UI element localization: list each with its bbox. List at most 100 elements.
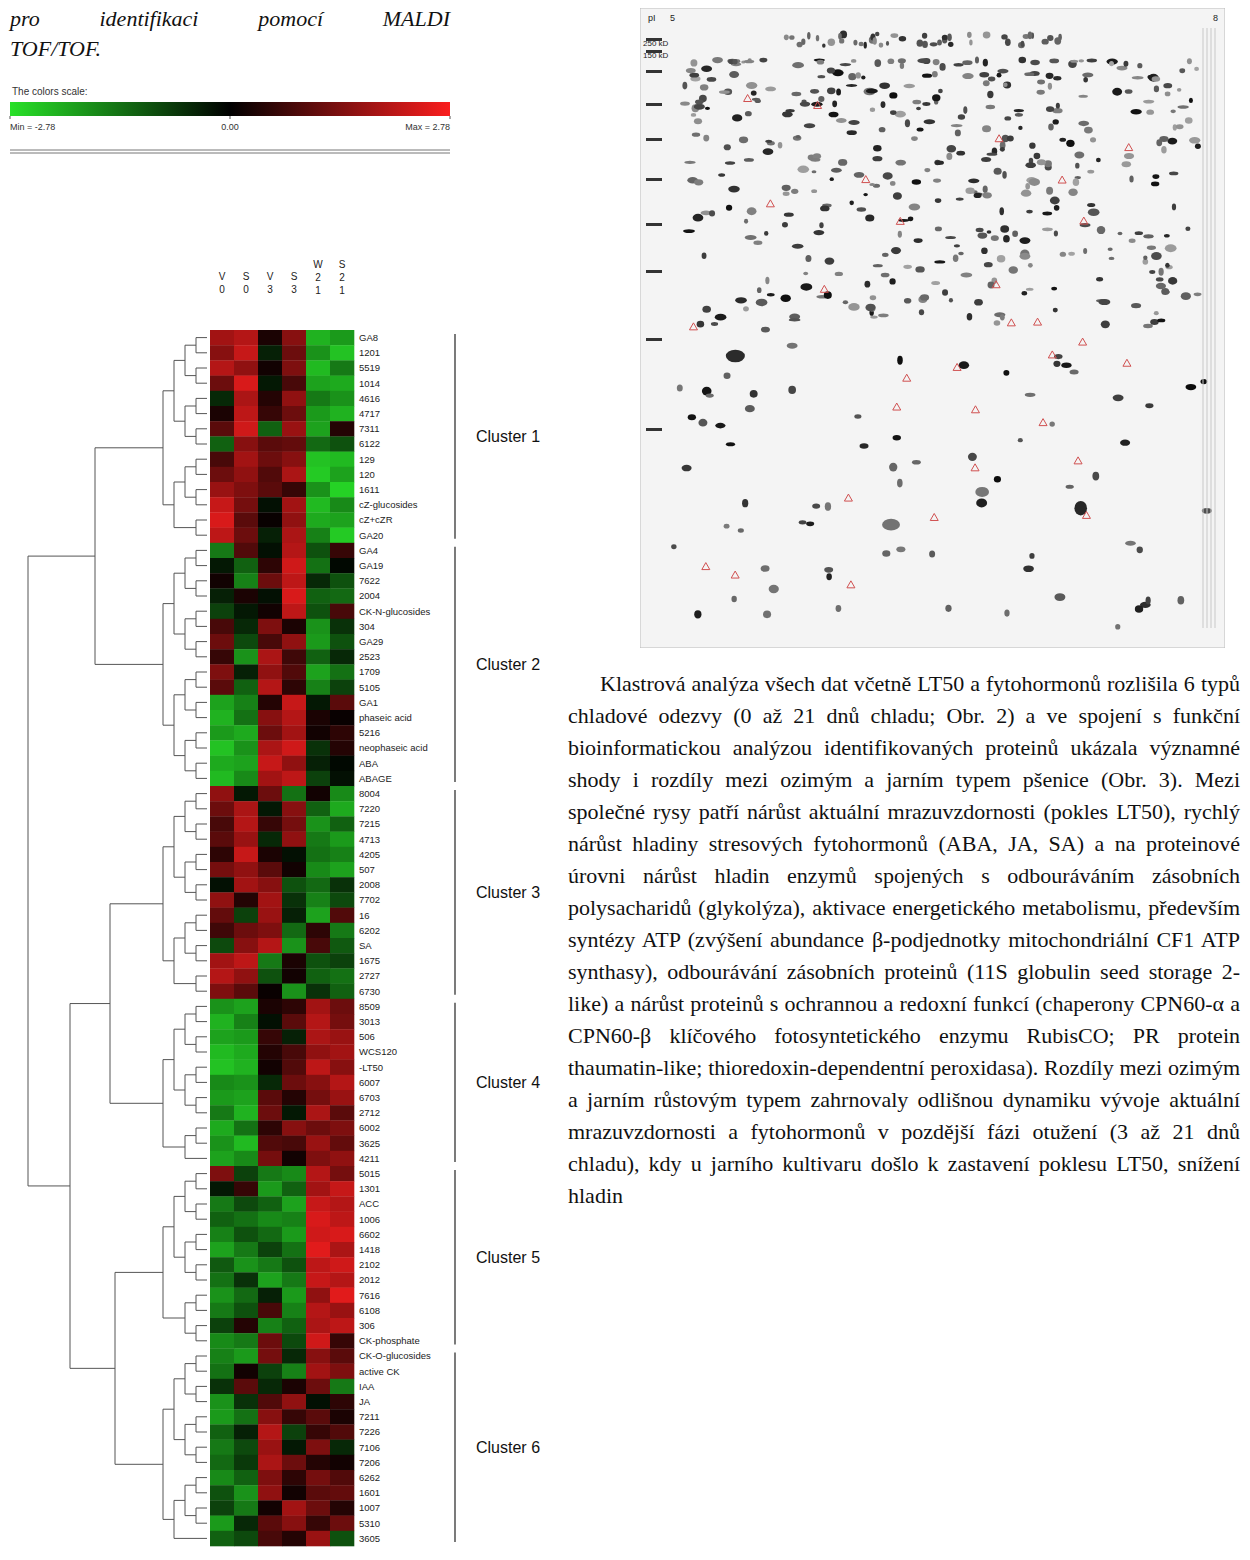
- heatmap-cell: [234, 1120, 258, 1136]
- gel-spot: [738, 528, 744, 532]
- gel-marker: [731, 571, 739, 578]
- heatmap-cell: [210, 1120, 234, 1136]
- heatmap-cell: [330, 938, 354, 954]
- heatmap-cell: [282, 1531, 306, 1547]
- colorbar-tick: [450, 116, 451, 119]
- row-label: 5310: [359, 1518, 380, 1529]
- gel-marker: [953, 363, 961, 370]
- gel-spot: [934, 260, 945, 263]
- row-label: ACC: [359, 1198, 379, 1209]
- heatmap-cell: [282, 512, 306, 528]
- gel-spot: [1169, 171, 1178, 175]
- heatmap-cell: [306, 1409, 330, 1425]
- heatmap-cell: [306, 938, 330, 954]
- heatmap-cell: [330, 953, 354, 969]
- heatmap-cell: [330, 634, 354, 650]
- gel-spot: [1143, 256, 1147, 260]
- gel-spot: [753, 241, 762, 245]
- heatmap-cell: [282, 482, 306, 498]
- heatmap-cell: [330, 892, 354, 908]
- dendrogram-branch: [174, 1029, 185, 1090]
- heatmap-cell: [258, 1166, 282, 1182]
- heatmap-cell: [306, 528, 330, 544]
- gel-spot: [765, 87, 776, 92]
- heatmap-cell: [282, 558, 306, 574]
- dendrogram-branch: [196, 1037, 207, 1052]
- heatmap-cell: [306, 1318, 330, 1334]
- heatmap-cell: [234, 710, 258, 726]
- heatmap-cell: [210, 984, 234, 1000]
- heatmap-cell: [258, 877, 282, 893]
- gel-spot: [838, 33, 842, 39]
- gel-spot: [743, 306, 749, 311]
- row-label: 507: [359, 864, 375, 875]
- gel-spot: [1018, 57, 1026, 64]
- gel-spot: [979, 72, 989, 77]
- heatmap-cell: [210, 406, 234, 422]
- heatmap-cell: [210, 1424, 234, 1440]
- dendrogram-branch: [185, 1424, 196, 1454]
- heatmap-cell: [258, 1500, 282, 1516]
- cluster-bracket: [454, 1352, 455, 1542]
- cluster-bracket: [454, 1170, 455, 1344]
- gel-spot: [1018, 438, 1023, 442]
- gel-spot: [898, 219, 909, 222]
- gel-spot: [953, 255, 959, 263]
- heatmap-cell: [306, 999, 330, 1015]
- heatmap-cell: [330, 1364, 354, 1380]
- gel-spot: [1137, 63, 1142, 68]
- heatmap-cell: [306, 1044, 330, 1060]
- gel-spot: [1124, 153, 1134, 159]
- gel-spot: [1152, 174, 1159, 179]
- heatmap-cell: [330, 816, 354, 832]
- heatmap-cell: [282, 604, 306, 620]
- heatmap-cell: [282, 391, 306, 407]
- gel-spot: [1087, 203, 1095, 207]
- heatmap-cell: [258, 710, 282, 726]
- colorbar-label: 0.00: [221, 122, 239, 132]
- heatmap-cell: [306, 1075, 330, 1091]
- gel-background: [640, 8, 1225, 648]
- gel-spot: [707, 77, 717, 82]
- dendrogram-branch: [185, 467, 196, 497]
- gel-spot: [951, 124, 963, 127]
- gel-spot: [725, 161, 735, 165]
- heatmap-cell: [234, 604, 258, 620]
- heatmap-cell: [210, 801, 234, 817]
- heatmap-cell: [234, 1500, 258, 1516]
- heatmap-cell: [258, 1348, 282, 1364]
- gel-spot: [1087, 58, 1097, 62]
- gel-spot: [897, 356, 903, 365]
- gel-spot: [1177, 88, 1181, 92]
- heatmap-cell: [330, 1090, 354, 1106]
- heatmap-cell: [282, 376, 306, 392]
- heatmap-cell: [234, 497, 258, 513]
- heatmap-cell: [210, 923, 234, 939]
- gel-spot: [1168, 277, 1177, 285]
- gel-spot: [1179, 68, 1185, 73]
- row-label: 6730: [359, 986, 380, 997]
- heatmap-cell: [258, 740, 282, 756]
- cluster-label: Cluster 3: [476, 884, 540, 901]
- dendrogram-branch: [196, 824, 207, 839]
- heatmap-cell: [282, 892, 306, 908]
- dendrogram-branch: [196, 733, 207, 748]
- gel-spot: [804, 123, 815, 128]
- heatmap-cell: [258, 376, 282, 392]
- column-label: S0: [243, 271, 250, 295]
- row-label: 304: [359, 621, 375, 632]
- dendrogram-branch: [196, 1067, 207, 1082]
- gel-spot: [1172, 204, 1176, 211]
- heatmap-cell: [306, 1440, 330, 1456]
- gel-spot: [793, 136, 802, 141]
- gel-spot: [751, 90, 757, 95]
- gel-spot: [1026, 210, 1033, 214]
- column-label: S21: [339, 259, 346, 296]
- heatmap-cell: [282, 847, 306, 863]
- heatmap-cell: [210, 376, 234, 392]
- heatmap-cell: [258, 1455, 282, 1471]
- heatmap-cell: [330, 573, 354, 589]
- dendrogram-branch: [185, 740, 196, 770]
- row-label: GA29: [359, 636, 383, 647]
- gel-spot: [726, 442, 735, 446]
